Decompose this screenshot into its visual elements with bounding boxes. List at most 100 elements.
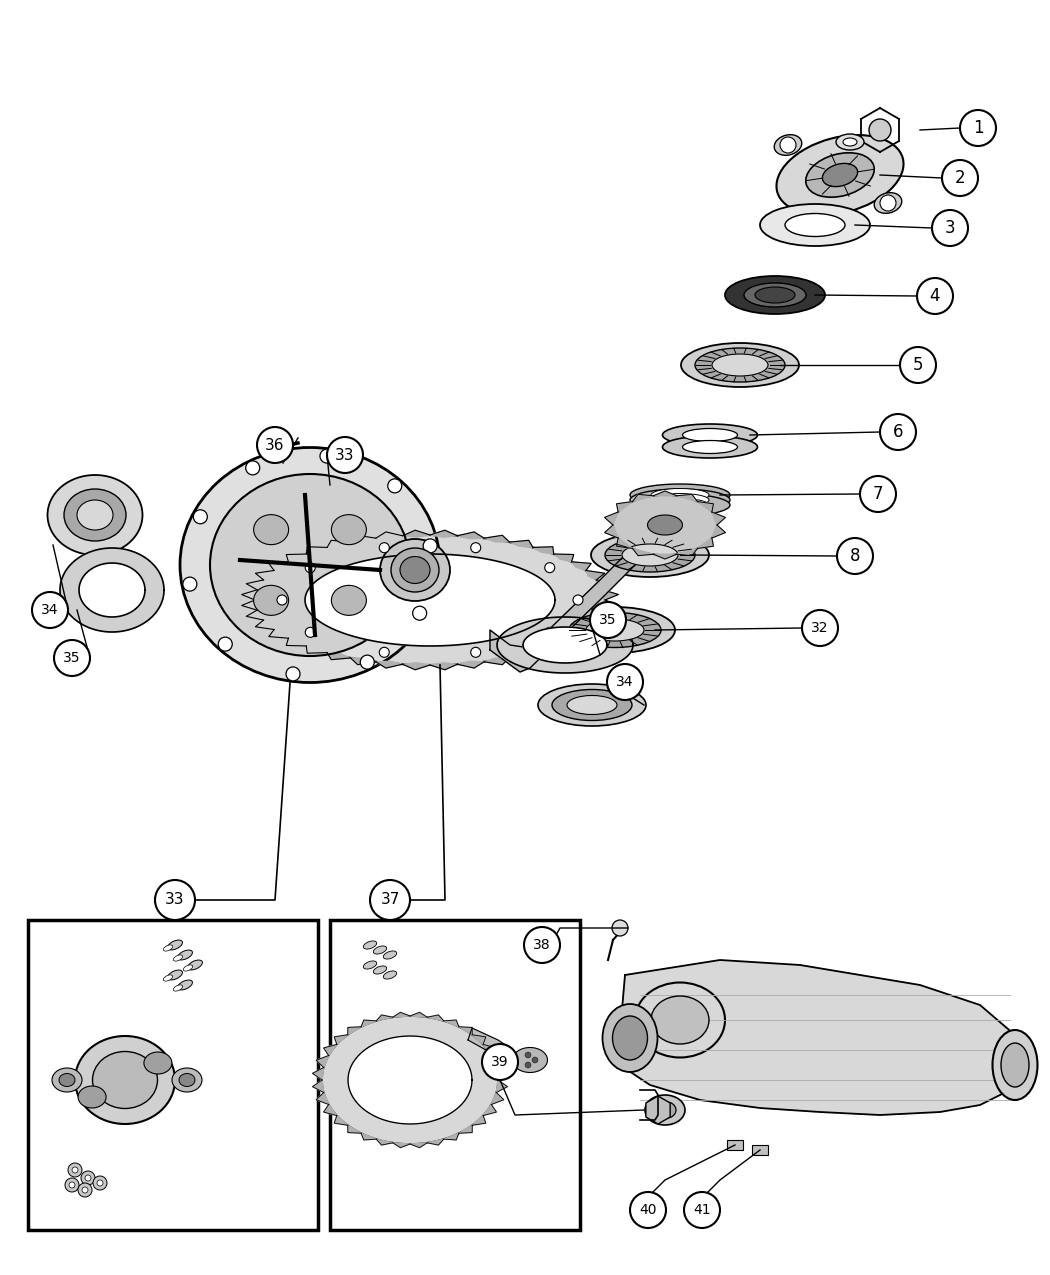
Circle shape [860,476,896,513]
Ellipse shape [648,515,682,536]
Circle shape [81,1170,94,1184]
Ellipse shape [992,1030,1037,1100]
Ellipse shape [836,134,864,150]
Circle shape [525,1062,531,1068]
Polygon shape [490,515,680,672]
Polygon shape [307,646,328,653]
Polygon shape [351,658,376,664]
Polygon shape [316,1093,329,1104]
Circle shape [525,1052,531,1058]
Polygon shape [427,1015,444,1021]
Polygon shape [323,1104,337,1116]
Text: 33: 33 [335,448,355,463]
Polygon shape [269,562,289,570]
Text: 41: 41 [693,1204,711,1218]
Polygon shape [79,564,145,617]
Polygon shape [393,1012,410,1017]
Circle shape [532,1057,538,1063]
Polygon shape [430,663,458,669]
Ellipse shape [774,135,802,156]
Polygon shape [316,1056,329,1067]
Polygon shape [334,1035,348,1044]
Ellipse shape [651,493,709,506]
Ellipse shape [210,474,410,657]
Circle shape [413,606,426,620]
Ellipse shape [188,960,203,970]
Ellipse shape [603,1003,657,1072]
Ellipse shape [168,940,183,950]
Polygon shape [427,1139,444,1145]
Ellipse shape [651,499,709,511]
Polygon shape [242,590,259,601]
Ellipse shape [654,1102,676,1118]
Circle shape [286,667,300,681]
Polygon shape [458,532,484,539]
Ellipse shape [383,972,397,979]
Ellipse shape [586,618,644,641]
Circle shape [370,880,410,921]
Polygon shape [491,1093,504,1104]
Ellipse shape [254,515,289,544]
Polygon shape [483,1104,497,1116]
Ellipse shape [682,440,737,454]
Ellipse shape [363,961,377,969]
Ellipse shape [843,138,857,147]
Ellipse shape [180,448,440,682]
Ellipse shape [645,1095,685,1125]
Circle shape [630,1192,666,1228]
Bar [752,1145,768,1155]
Circle shape [590,602,626,638]
Polygon shape [472,1035,486,1044]
Polygon shape [532,646,553,653]
Ellipse shape [391,548,439,592]
Circle shape [72,1167,78,1173]
Polygon shape [242,601,259,611]
Polygon shape [596,580,614,590]
Ellipse shape [635,983,724,1057]
Polygon shape [376,1015,393,1021]
Ellipse shape [612,1016,648,1060]
Circle shape [470,648,481,658]
Ellipse shape [78,1086,106,1108]
Circle shape [869,119,891,142]
Polygon shape [458,662,484,668]
Ellipse shape [52,1068,82,1091]
Circle shape [257,427,293,463]
Ellipse shape [173,984,183,991]
Circle shape [69,1182,75,1188]
Text: 35: 35 [63,652,81,666]
Circle shape [960,110,996,147]
Polygon shape [444,1133,459,1140]
Ellipse shape [569,612,662,648]
Polygon shape [653,491,676,496]
Polygon shape [304,555,555,646]
Polygon shape [632,548,653,556]
Ellipse shape [164,975,172,980]
Ellipse shape [254,585,289,616]
Ellipse shape [630,484,730,506]
Polygon shape [323,1044,337,1056]
Polygon shape [468,1028,520,1060]
Circle shape [612,921,628,936]
Ellipse shape [1001,1043,1029,1088]
Ellipse shape [630,490,730,511]
Polygon shape [255,536,605,666]
Polygon shape [376,662,402,668]
Polygon shape [509,541,532,547]
Circle shape [900,347,936,382]
Polygon shape [402,530,430,537]
Ellipse shape [755,287,795,303]
Circle shape [802,609,838,646]
Ellipse shape [681,343,799,388]
Circle shape [183,578,196,592]
Text: 36: 36 [266,437,285,453]
Polygon shape [605,513,618,525]
Ellipse shape [651,996,709,1044]
Polygon shape [287,555,307,562]
Circle shape [780,136,796,153]
Circle shape [607,664,643,700]
Polygon shape [322,1016,498,1144]
Polygon shape [632,495,653,501]
Ellipse shape [374,946,386,954]
Circle shape [155,880,195,921]
